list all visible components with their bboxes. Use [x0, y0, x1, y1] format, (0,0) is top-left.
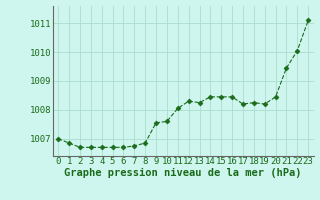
X-axis label: Graphe pression niveau de la mer (hPa): Graphe pression niveau de la mer (hPa)	[64, 168, 302, 178]
